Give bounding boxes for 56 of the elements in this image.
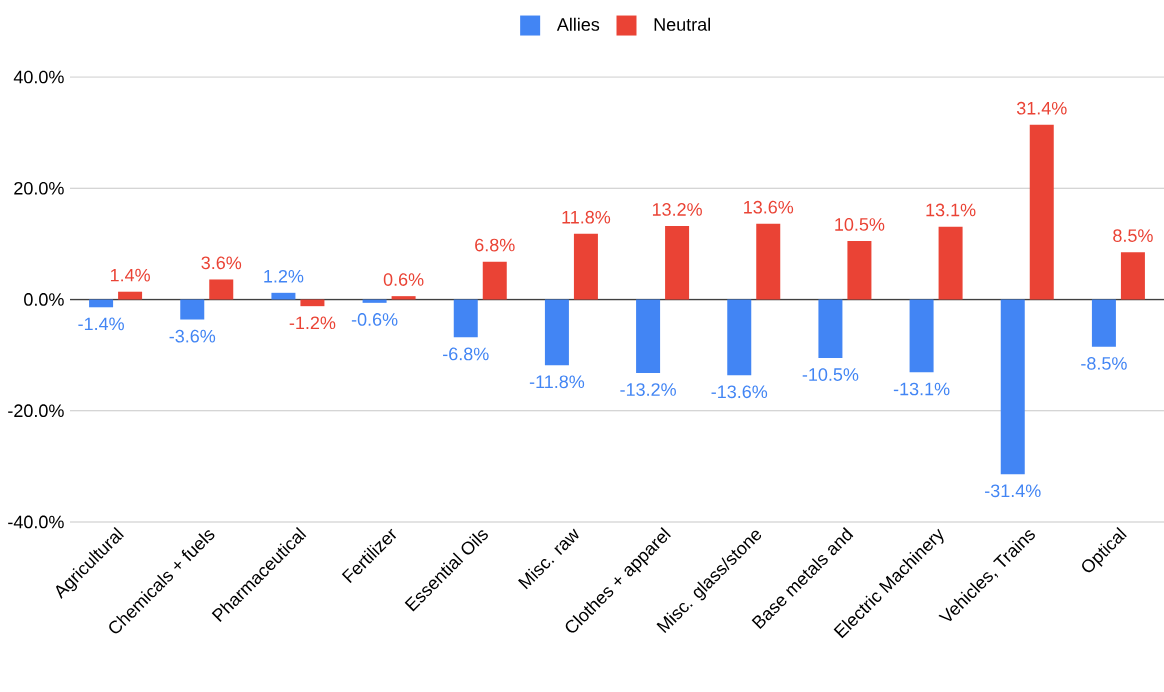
legend-label: Neutral bbox=[654, 17, 710, 31]
bar bbox=[1029, 124, 1054, 300]
data-label: 11.8% bbox=[562, 210, 611, 224]
bar bbox=[909, 299, 934, 373]
bar bbox=[1091, 299, 1116, 347]
data-label: -11.8% bbox=[529, 375, 585, 389]
bar bbox=[573, 233, 598, 300]
y-tick-label: 40.0% bbox=[13, 70, 64, 84]
data-label: -1.2% bbox=[289, 316, 336, 330]
bar bbox=[665, 226, 690, 300]
y-tick-label: -20.0% bbox=[8, 404, 64, 418]
data-label: 13.1% bbox=[926, 203, 976, 217]
bar bbox=[727, 299, 752, 376]
data-label: 1.4% bbox=[110, 268, 150, 282]
data-label: -3.6% bbox=[169, 329, 216, 343]
bar bbox=[756, 223, 781, 300]
bar bbox=[209, 279, 234, 300]
bar bbox=[300, 299, 325, 307]
data-label: -0.6% bbox=[351, 313, 398, 326]
bar bbox=[847, 241, 872, 300]
bar bbox=[1000, 299, 1025, 475]
y-tick-label: -40.0% bbox=[8, 515, 64, 529]
bar bbox=[271, 292, 296, 300]
data-label: 1.2% bbox=[264, 269, 304, 283]
data-label: 10.5% bbox=[835, 218, 885, 231]
data-label: 3.6% bbox=[201, 256, 242, 270]
bar bbox=[1120, 252, 1145, 300]
data-label: 13.6% bbox=[744, 200, 794, 214]
data-label: 0.6% bbox=[383, 273, 424, 286]
data-label: -13.1% bbox=[893, 382, 950, 396]
data-label: -13.2% bbox=[620, 383, 676, 396]
data-label: 31.4% bbox=[1016, 101, 1067, 115]
bar bbox=[89, 299, 114, 308]
bar bbox=[362, 299, 387, 303]
data-label: -6.8% bbox=[443, 347, 489, 361]
bar bbox=[453, 299, 478, 338]
bar bbox=[118, 291, 143, 300]
bar bbox=[180, 299, 205, 320]
bar bbox=[482, 261, 507, 300]
bar bbox=[938, 226, 963, 300]
legend-label: Allies bbox=[556, 17, 600, 31]
data-label: -8.5% bbox=[1081, 357, 1127, 370]
data-label: -31.4% bbox=[985, 484, 1041, 498]
data-label: 13.2% bbox=[652, 203, 702, 216]
bar bbox=[818, 299, 843, 358]
data-label: 8.5% bbox=[1113, 229, 1153, 242]
bar bbox=[544, 299, 569, 366]
data-label: -13.6% bbox=[711, 385, 768, 399]
data-label: 6.8% bbox=[475, 238, 515, 252]
y-tick-label: 0.0% bbox=[24, 293, 64, 306]
data-label: -10.5% bbox=[802, 368, 859, 381]
data-label: -1.4% bbox=[78, 317, 124, 331]
y-tick-label: 20.0% bbox=[14, 181, 64, 195]
bar bbox=[636, 299, 661, 373]
bar bbox=[391, 296, 416, 300]
x-tick-label: Misc. raw bbox=[518, 528, 579, 590]
